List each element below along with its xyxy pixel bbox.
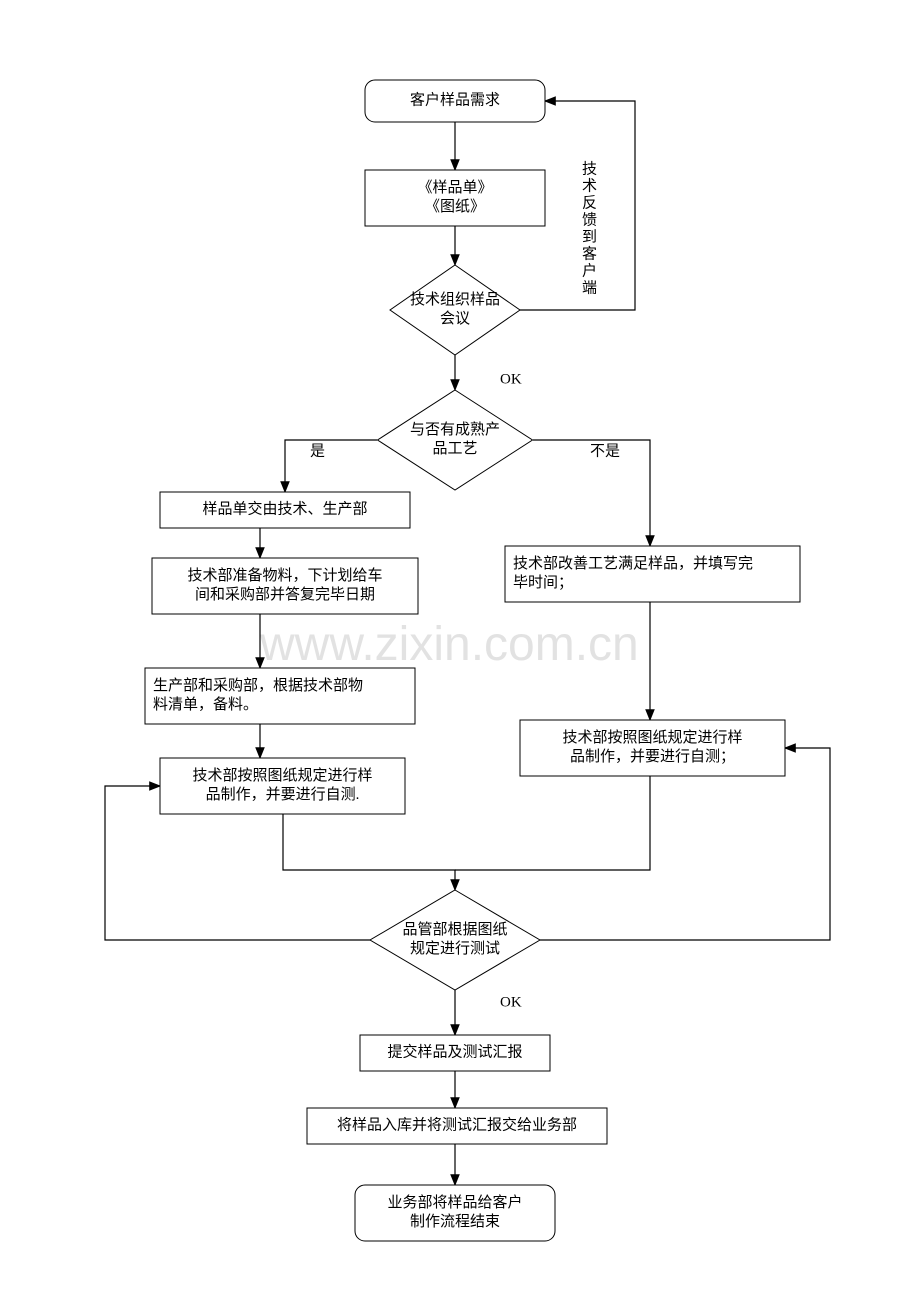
edge-e11 xyxy=(455,776,650,870)
node-n5: 样品单交由技术、生产部 xyxy=(160,492,410,528)
node-n14-line1: 制作流程结束 xyxy=(410,1213,500,1230)
node-n4-line1: 品工艺 xyxy=(432,440,477,457)
edge-e4 xyxy=(285,440,377,492)
node-n10: 技术部按照图纸规定进行样品制作，并要进行自测； xyxy=(520,720,785,776)
label-l_feedback-c6: 户 xyxy=(582,262,597,279)
label-l_feedback-c1: 术 xyxy=(582,177,597,194)
node-n14-line0: 业务部将样品给客户 xyxy=(387,1194,522,1211)
label-l_yes: 是 xyxy=(310,443,325,459)
label-l_feedback-c2: 反 xyxy=(582,194,597,211)
node-n3-line1: 会议 xyxy=(440,310,470,327)
node-n13-line0: 将样品入库并将测试汇报交给业务部 xyxy=(337,1115,577,1133)
label-l_feedback-c3: 馈 xyxy=(582,211,597,228)
edge-e10 xyxy=(283,814,455,890)
node-n9-line0: 技术部改善工艺满足样品，并填写完 xyxy=(513,555,753,572)
label-l_feedback-c0: 技 xyxy=(582,160,597,177)
node-n1: 客户样品需求 xyxy=(365,80,545,122)
node-n12-line0: 提交样品及测试汇报 xyxy=(387,1042,522,1060)
node-n7: 生产部和采购部，根据技术部物料清单，备料。 xyxy=(145,668,415,724)
node-n8-line1: 品制作，并要进行自测. xyxy=(206,786,360,803)
node-n2-line0: 《样品单》 xyxy=(417,179,492,196)
label-l_feedback-c5: 客 xyxy=(582,245,597,262)
node-n8: 技术部按照图纸规定进行样品制作，并要进行自测. xyxy=(160,758,405,814)
node-n11: 品管部根据图纸规定进行测试 xyxy=(370,890,540,990)
node-n9: 技术部改善工艺满足样品，并填写完毕时间； xyxy=(505,546,800,602)
node-n12: 提交样品及测试汇报 xyxy=(360,1035,550,1071)
node-n2: 《样品单》《图纸》 xyxy=(365,170,545,226)
label-l_feedback-c4: 到 xyxy=(582,228,597,245)
node-n2-line1: 《图纸》 xyxy=(425,198,485,215)
label-l_ok1: OK xyxy=(500,371,522,387)
node-n10-line1: 品制作，并要进行自测； xyxy=(570,748,735,765)
node-n3-line0: 技术组织样品 xyxy=(410,291,500,308)
edge-e16 xyxy=(540,748,830,940)
node-n3: 技术组织样品会议 xyxy=(390,265,520,355)
node-n8-line0: 技术部按照图纸规定进行样 xyxy=(192,767,372,784)
node-n10-line0: 技术部按照图纸规定进行样 xyxy=(562,729,742,746)
node-n6-line0: 技术部准备物料，下计划给车 xyxy=(187,567,382,584)
node-n14: 业务部将样品给客户制作流程结束 xyxy=(355,1185,555,1241)
node-n5-line0: 样品单交由技术、生产部 xyxy=(202,499,367,517)
label-l_ok2: OK xyxy=(500,994,522,1010)
node-n4: 与否有成熟产品工艺 xyxy=(378,390,533,490)
label-l_no: 不是 xyxy=(590,443,620,459)
node-n11-line0: 品管部根据图纸 xyxy=(402,921,507,938)
node-n7-line1: 料清单，备料。 xyxy=(153,696,258,713)
node-n13: 将样品入库并将测试汇报交给业务部 xyxy=(307,1108,607,1144)
node-n11-line1: 规定进行测试 xyxy=(410,940,500,957)
node-n4-line0: 与否有成熟产 xyxy=(410,421,500,438)
label-l_feedback-c7: 端 xyxy=(582,279,597,296)
node-n1-line0: 客户样品需求 xyxy=(410,91,500,108)
node-n6: 技术部准备物料，下计划给车间和采购部并答复完毕日期 xyxy=(152,558,418,614)
node-n7-line0: 生产部和采购部，根据技术部物 xyxy=(153,677,363,694)
watermark: www.zixin.com.cn xyxy=(259,618,639,671)
node-n9-line1: 毕时间； xyxy=(513,574,573,591)
node-n6-line1: 间和采购部并答复完毕日期 xyxy=(195,585,375,603)
